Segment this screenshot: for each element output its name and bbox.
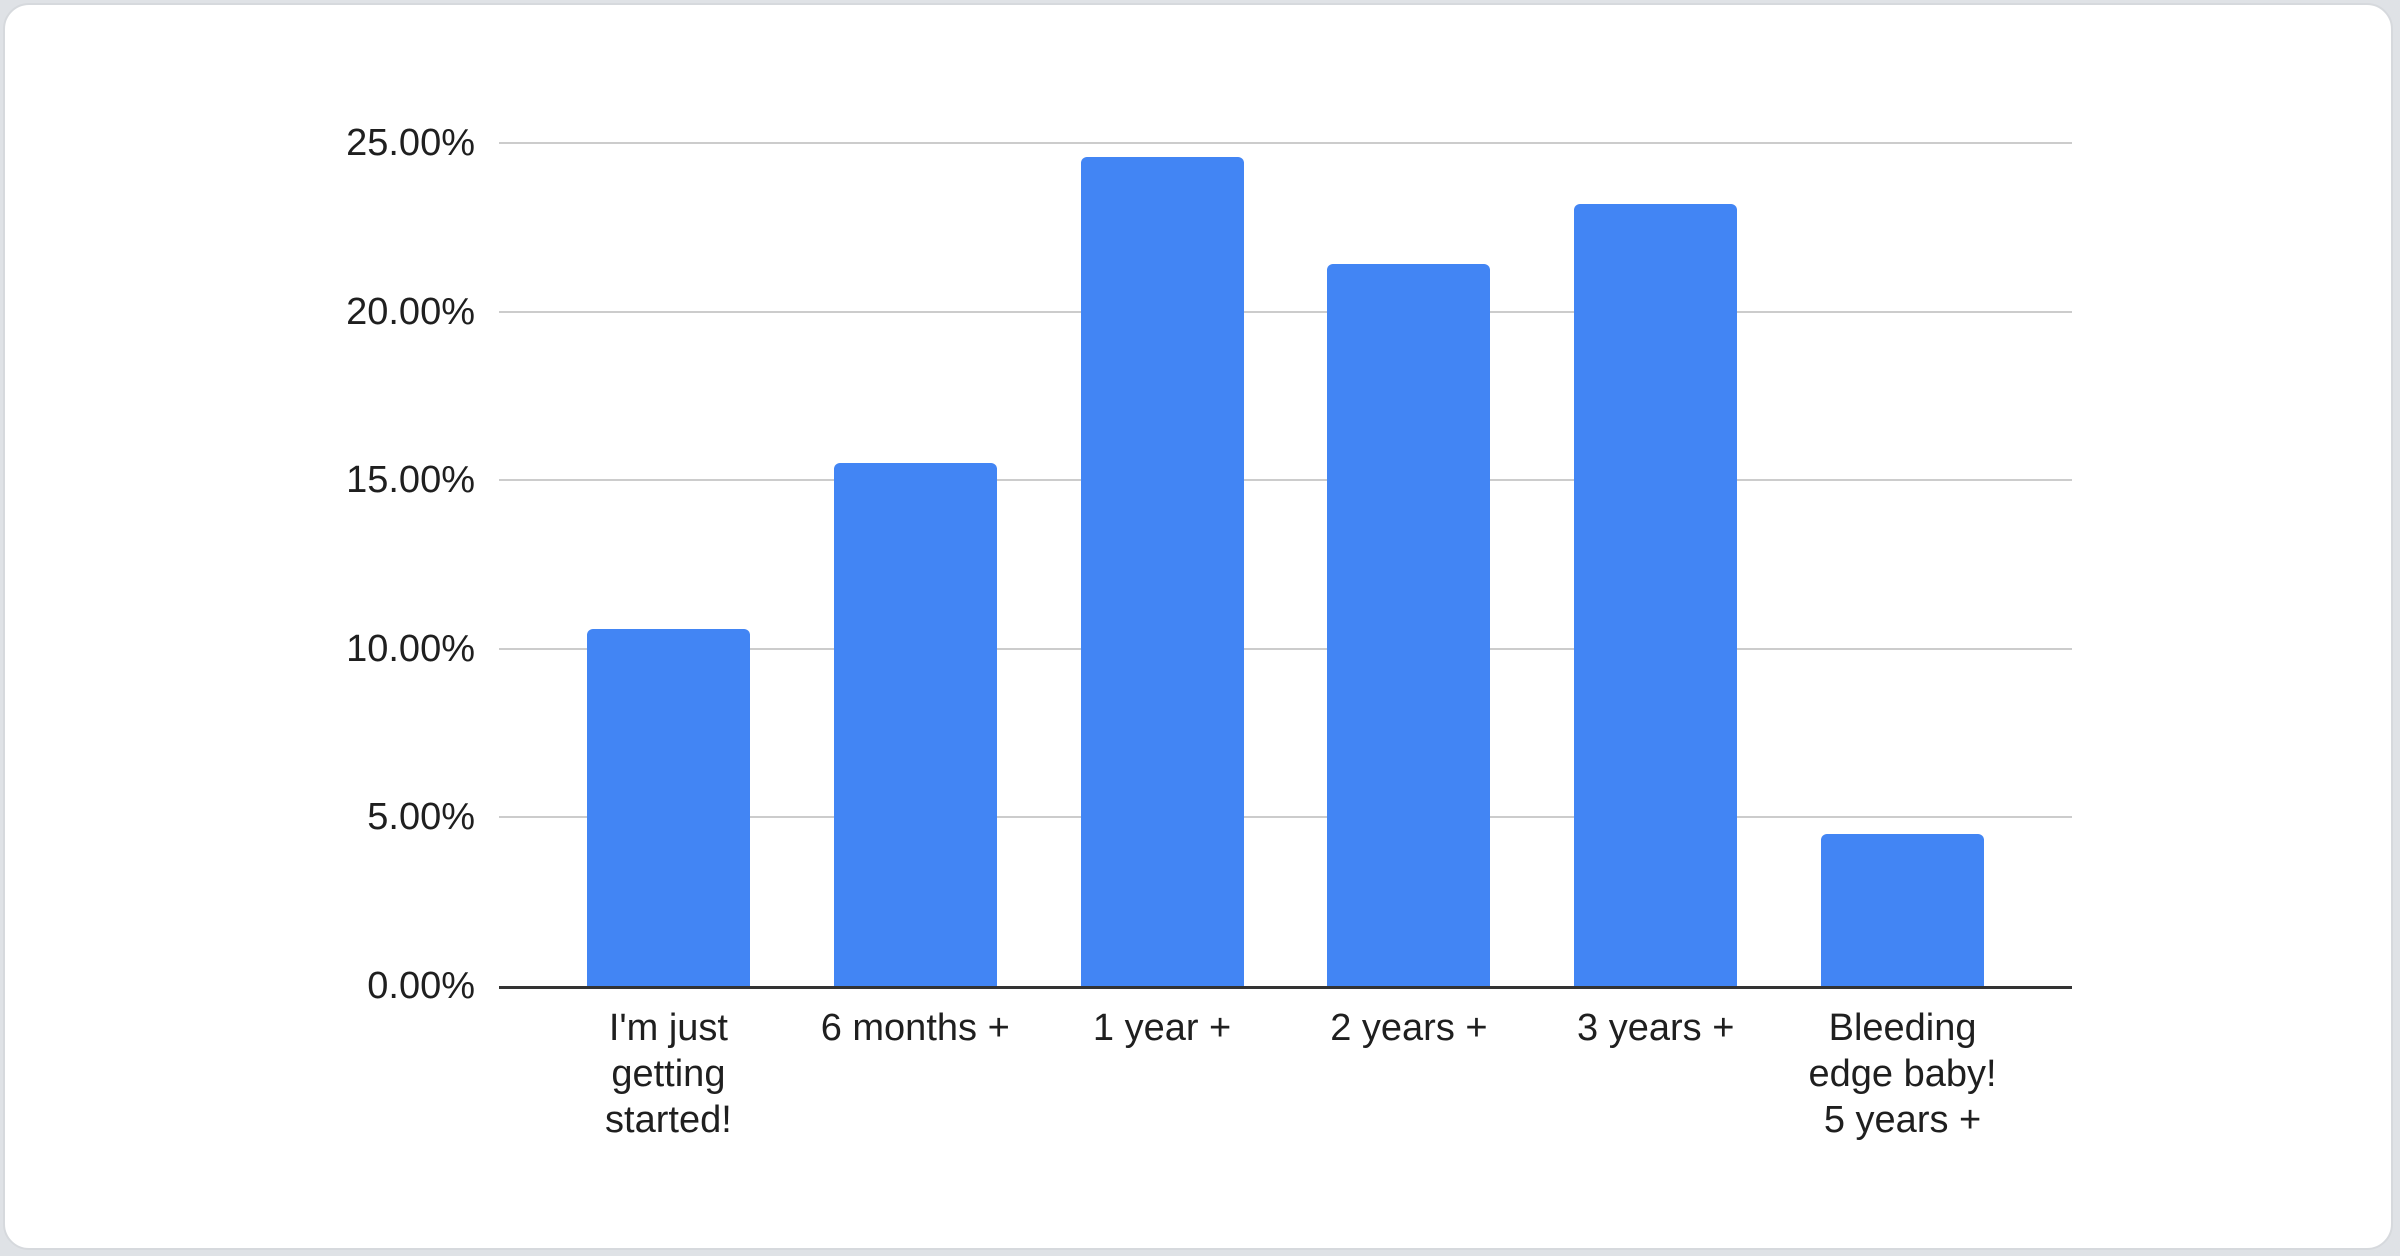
gridline-25.00%	[499, 142, 2072, 144]
y-tick-label: 5.00%	[367, 796, 475, 839]
y-tick-label: 20.00%	[346, 290, 475, 333]
y-tick-label: 25.00%	[346, 122, 475, 164]
x-axis-label-line: 5 years +	[1823, 1099, 1982, 1141]
x-axis-label: 6 months +	[792, 1005, 1039, 1143]
y-tick-label: 0.00%	[367, 965, 475, 1007]
x-axis-label: 2 years +	[1285, 1005, 1532, 1143]
gridline-5.00%	[499, 816, 2072, 819]
x-axis-label-line: 1 year +	[1092, 1007, 1232, 1049]
bar-3 years +	[1574, 203, 1738, 986]
y-tick-label: 10.00%	[346, 627, 475, 670]
bar-slot	[792, 143, 1039, 986]
plot-area	[499, 142, 2072, 989]
bar-slot	[1039, 143, 1286, 986]
x-axis-label: I'm just getting started!	[545, 1005, 792, 1143]
x-axis-label-line: getting	[611, 1053, 726, 1095]
bar-slot	[545, 143, 792, 986]
bar-2 years +	[1327, 264, 1491, 986]
bar-slot	[1285, 143, 1532, 986]
bar-slot	[1532, 143, 1779, 986]
x-axis-line	[499, 986, 2072, 989]
bar-6 months +	[833, 463, 997, 986]
x-axis-label-line: edge baby!	[1808, 1053, 1997, 1095]
x-axis-label-line: started!	[605, 1099, 732, 1141]
x-axis-label-line: 6 months +	[820, 1007, 1010, 1049]
x-axis-label-line: 2 years +	[1330, 1007, 1488, 1049]
x-axis-label: 1 year +	[1039, 1005, 1286, 1143]
x-axis-labels: I'm just getting started! 6 months + 1 year …	[499, 1005, 2072, 1143]
y-axis-labels: 25.00% 20.00% 15.00% 10.00% 5.00% 0.00%	[5, 122, 475, 1007]
x-axis-label-line: 3 years +	[1577, 1007, 1735, 1049]
bar-Bleeding edge baby! 5 years +	[1821, 834, 1985, 986]
gridline-15.00%	[499, 479, 2072, 482]
y-tick-label: 15.00%	[346, 459, 475, 502]
x-axis-label-line: I'm just	[608, 1007, 728, 1049]
x-axis-label-line: Bleeding	[1828, 1007, 1977, 1049]
gridline-20.00%	[499, 310, 2072, 313]
x-axis-label: 3 years +	[1532, 1005, 1779, 1143]
bar-1 year +	[1080, 156, 1244, 986]
bar-I'm just getting started!	[586, 628, 750, 986]
bar-slot	[1779, 143, 2026, 986]
chart-card: 25.00% 20.00% 15.00% 10.00% 5.00% 0.00% I'm j…	[3, 3, 2393, 1250]
bar-series	[499, 143, 2072, 986]
x-axis-label: Bleeding edge baby! 5 years +	[1779, 1005, 2026, 1143]
gridline-10.00%	[499, 647, 2072, 650]
